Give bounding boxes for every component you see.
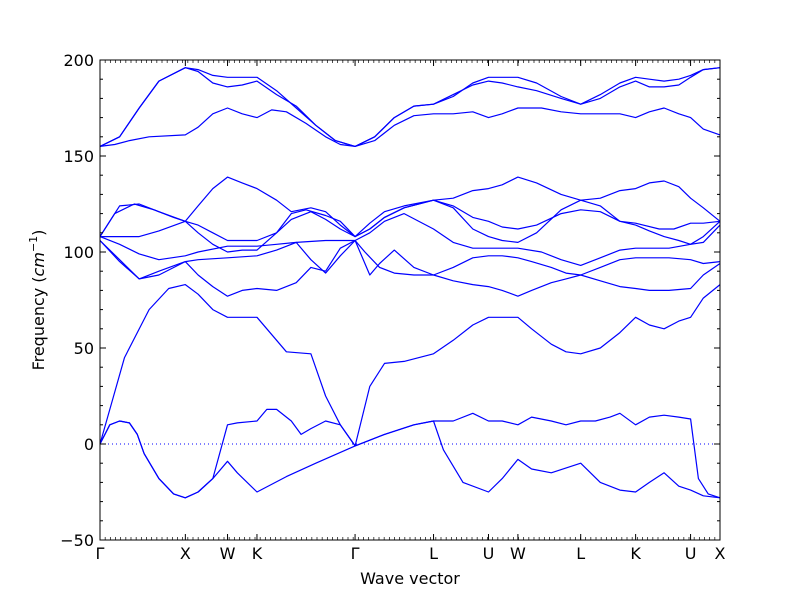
x-tick-label: W — [510, 544, 526, 563]
y-tick-label: 100 — [63, 243, 94, 262]
band-line-4 — [99, 239, 721, 297]
series-layer — [99, 67, 721, 499]
x-tick-label: W — [220, 544, 236, 563]
y-tick-label: 200 — [63, 51, 94, 70]
y-axis-label-unit-close: ) — [29, 230, 48, 236]
band-line-6 — [99, 213, 721, 266]
band-line-5 — [99, 239, 721, 280]
x-tick-label: X — [180, 544, 191, 563]
x-tick-label: U — [685, 544, 697, 563]
x-tick-label: L — [429, 544, 438, 563]
band-line-9 — [99, 176, 721, 238]
x-tick-label: L — [576, 544, 585, 563]
y-tick-label: 50 — [74, 339, 94, 358]
x-tick-label: Γ — [351, 544, 360, 563]
x-tick-label: Γ — [96, 544, 105, 563]
x-tick-label: K — [252, 544, 263, 563]
y-tick-label: −50 — [60, 531, 94, 550]
band-line-3 — [99, 284, 721, 447]
x-tick-label: X — [715, 544, 726, 563]
band-line-12 — [99, 67, 721, 147]
y-tick-label: 150 — [63, 147, 94, 166]
x-tick-label: U — [483, 544, 495, 563]
y-axis-label-unit-open: ( — [29, 276, 48, 282]
y-axis-label: Frequency (cm−1) — [27, 230, 48, 371]
band-line-10 — [99, 107, 721, 147]
band-line-2 — [99, 408, 721, 499]
y-axis-label-text: Frequency — [29, 288, 48, 371]
x-axis-label: Wave vector — [360, 569, 460, 588]
x-tick-label: K — [630, 544, 641, 563]
band-line-8 — [99, 199, 721, 253]
y-axis-label-unit: cm — [29, 252, 48, 276]
y-tick-label: 0 — [84, 435, 94, 454]
y-axis-label-unit-exponent: −1 — [27, 236, 40, 252]
